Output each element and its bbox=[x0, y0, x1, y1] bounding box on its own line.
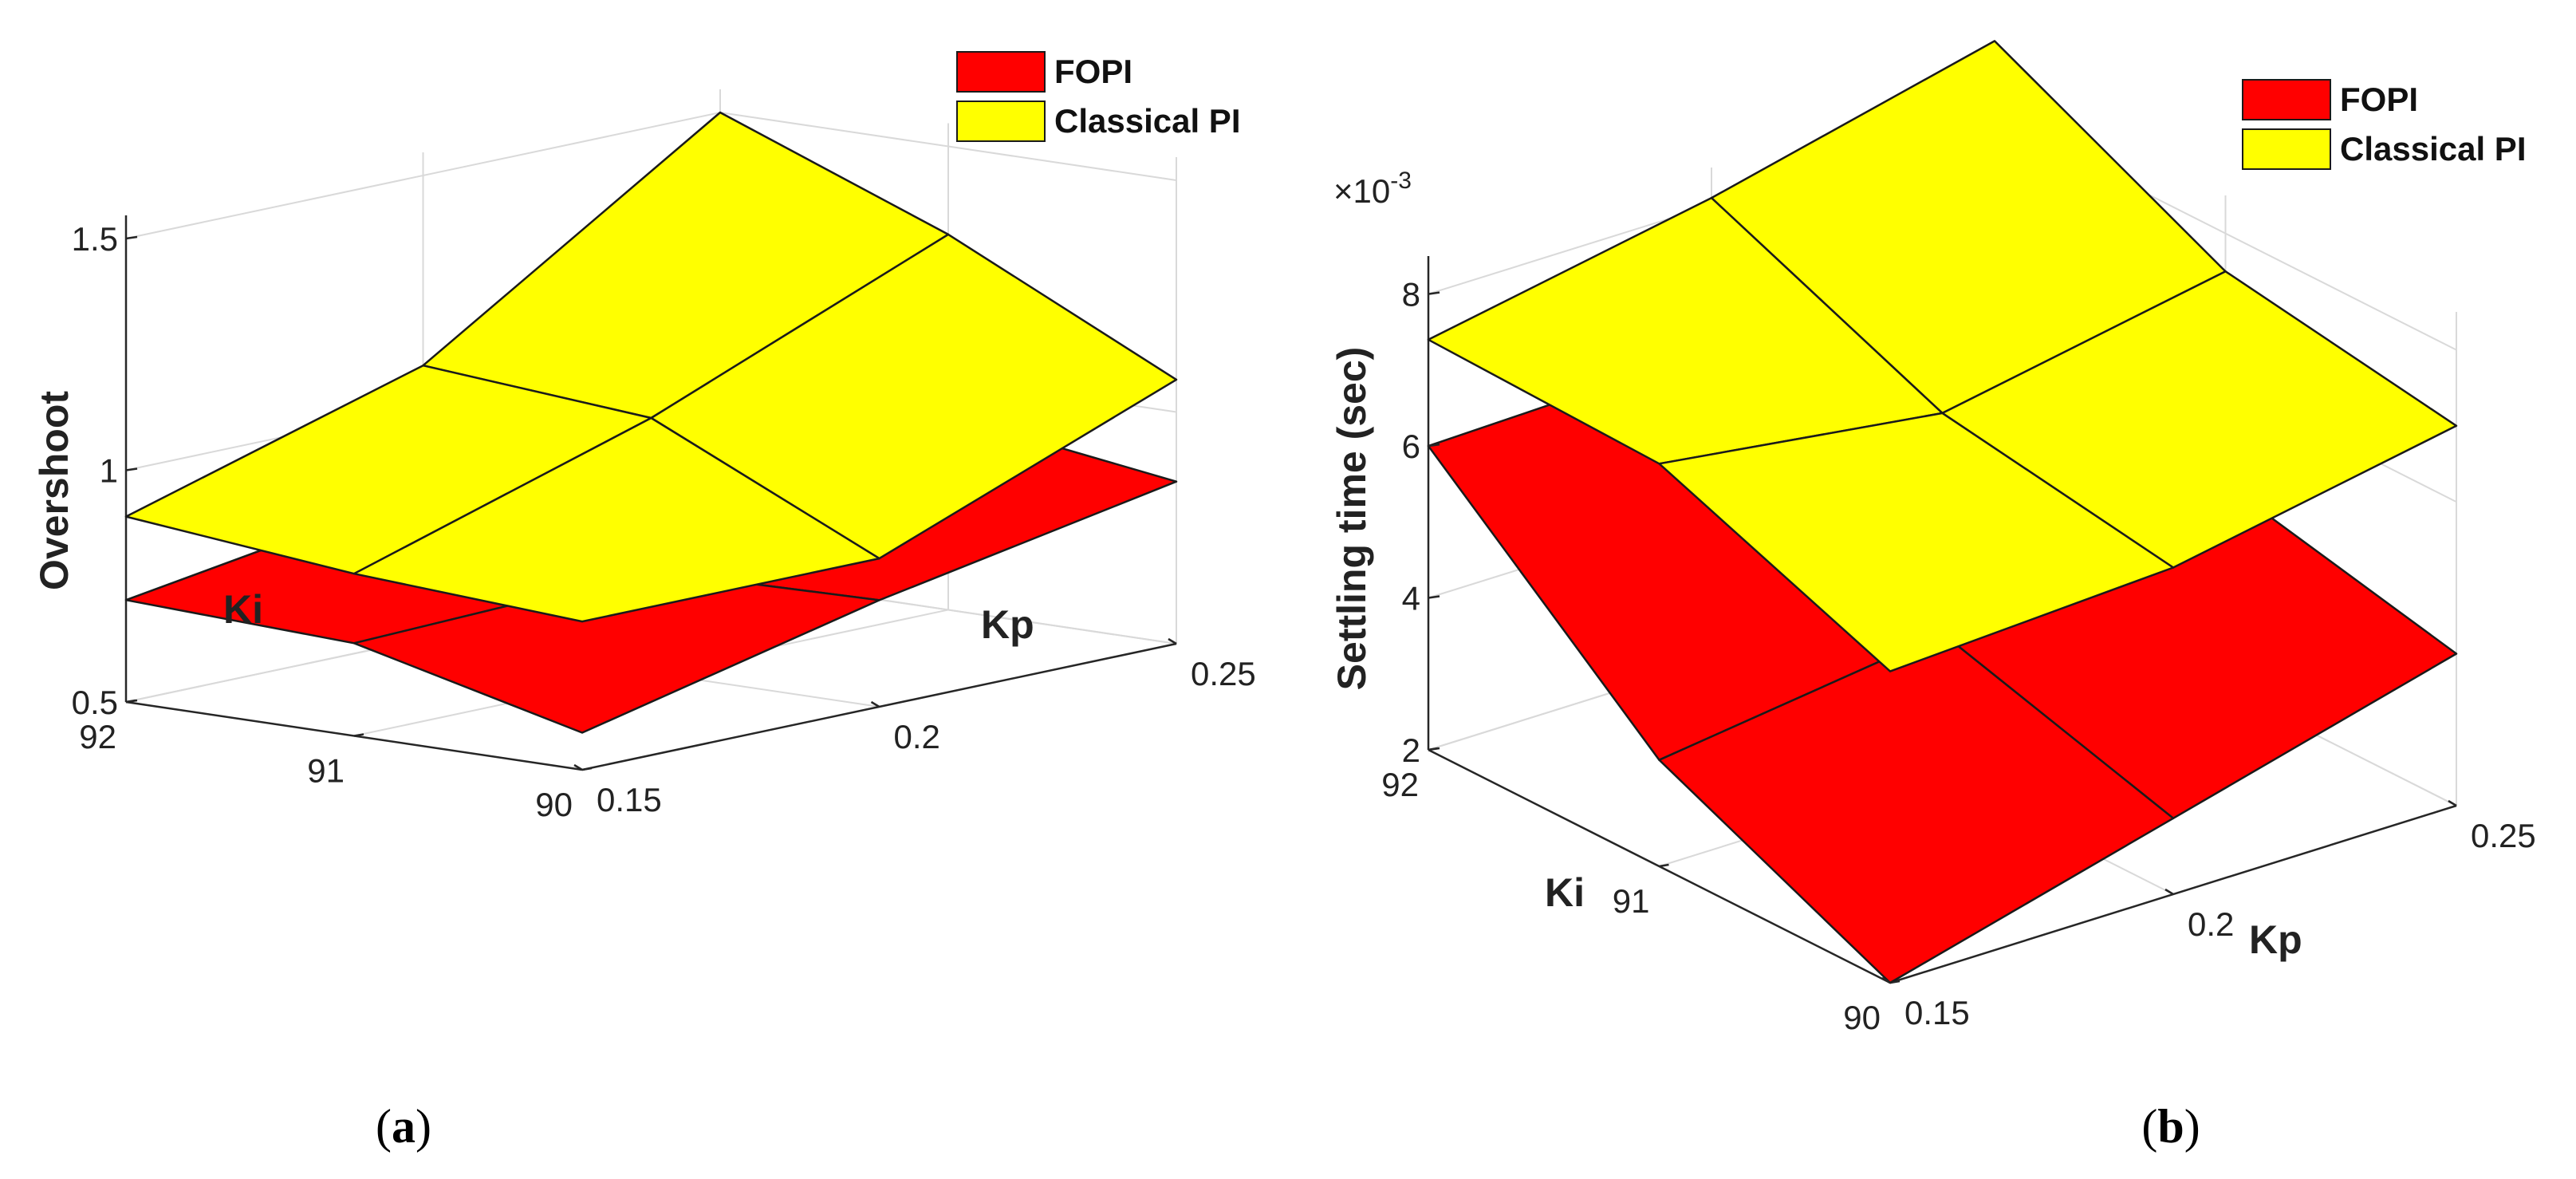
x-tick-mark bbox=[573, 763, 583, 771]
y-tick-mark bbox=[1659, 863, 1669, 868]
z-tick-mark bbox=[125, 235, 138, 240]
x-tick-label: 0.2 bbox=[2188, 905, 2234, 943]
x-tick-label: 0.25 bbox=[1191, 655, 1256, 692]
legend: FOPI Classical PI bbox=[956, 51, 1240, 142]
y-tick-label: 91 bbox=[1613, 882, 1650, 920]
y-tick-label: 92 bbox=[1381, 766, 1419, 803]
legend-swatch bbox=[956, 101, 1046, 142]
y-tick-mark bbox=[1428, 747, 1439, 751]
z-tick-label: 1.5 bbox=[72, 220, 118, 258]
z-tick-mark bbox=[1428, 443, 1440, 448]
x-tick-mark bbox=[870, 700, 880, 708]
legend: FOPI Classical PI bbox=[2242, 79, 2526, 170]
kp-axis-label: Kp bbox=[981, 602, 1034, 647]
panel-b-caption: (b) bbox=[2141, 1100, 2200, 1153]
y-tick-mark bbox=[353, 733, 364, 737]
z-exponent-base: ×10 bbox=[1333, 172, 1390, 210]
legend-entry: FOPI bbox=[2340, 81, 2418, 118]
y-tick-mark bbox=[1889, 980, 1900, 984]
legend-entry: Classical PI bbox=[2340, 130, 2526, 168]
z-tick-label: 0.5 bbox=[72, 684, 118, 721]
legend-entry: FOPI bbox=[1054, 53, 1132, 90]
panel-a-caption: (a) bbox=[376, 1100, 431, 1153]
y-tick-label: 91 bbox=[307, 752, 345, 790]
legend-swatch bbox=[956, 51, 1046, 93]
y-tick-mark bbox=[581, 767, 593, 771]
z-exponent-label: ×10-3 bbox=[1333, 168, 1412, 210]
z-tick-mark bbox=[1428, 595, 1440, 599]
legend-swatch bbox=[2242, 79, 2331, 120]
surfaces bbox=[1427, 40, 2458, 984]
panel-b-caption-letter: b bbox=[2157, 1100, 2184, 1153]
z-axis-label: Settling time (sec) bbox=[1329, 347, 1374, 691]
z-tick-label: 1 bbox=[100, 452, 118, 490]
surface-patch bbox=[353, 416, 880, 623]
x-tick-label: 0.15 bbox=[597, 781, 662, 818]
x-tick-label: 0.15 bbox=[1904, 994, 1970, 1031]
x-tick-mark bbox=[2164, 888, 2174, 896]
z-tick-label: 2 bbox=[1402, 731, 1420, 769]
surface-classical-pi bbox=[1427, 40, 2458, 672]
tick-labels: 2 4 6 8 0.15 0.2 0.25 90 91 92 bbox=[1381, 276, 2535, 1036]
y-tick-label: 90 bbox=[1843, 999, 1881, 1036]
legend-entry: Classical PI bbox=[1054, 102, 1240, 140]
surface-patch bbox=[1658, 412, 2175, 672]
x-tick-label: 0.2 bbox=[894, 718, 940, 755]
ki-axis-label: Ki bbox=[1545, 870, 1585, 915]
x-tick-mark bbox=[1881, 976, 1891, 984]
z-tick-label: 6 bbox=[1402, 428, 1420, 465]
surfaces bbox=[124, 111, 1178, 734]
tick-labels: 0.5 1 1.5 0.15 0.2 0.25 90 91 92 bbox=[72, 220, 1256, 823]
y-tick-mark bbox=[125, 699, 136, 704]
x-tick-label: 0.25 bbox=[2471, 817, 2536, 854]
z-tick-mark bbox=[125, 467, 138, 471]
z-tick-mark bbox=[1428, 291, 1440, 295]
legend-swatch bbox=[2242, 128, 2331, 170]
kp-axis-label: Kp bbox=[2249, 917, 2302, 962]
panel-a-caption-letter: a bbox=[392, 1100, 416, 1153]
z-axis-label: Overshoot bbox=[32, 391, 77, 590]
panel-b-chart: 2 4 6 8 0.15 0.2 0.25 90 91 92 Kp Ki Settling time (… bbox=[1329, 40, 2536, 1036]
y-tick-label: 92 bbox=[79, 718, 116, 755]
x-tick-mark bbox=[1168, 637, 1177, 645]
y-tick-label: 90 bbox=[535, 786, 573, 823]
z-exponent-power: -3 bbox=[1390, 168, 1412, 194]
z-tick-label: 4 bbox=[1402, 580, 1420, 617]
z-tick-label: 8 bbox=[1402, 276, 1420, 313]
ki-axis-label: Ki bbox=[223, 587, 263, 632]
surface-classical-pi bbox=[124, 111, 1178, 623]
panel-a-chart: 0.5 1 1.5 0.15 0.2 0.25 90 91 92 Kp Ki Overshoot FOP… bbox=[32, 51, 1256, 823]
x-tick-mark bbox=[2448, 799, 2457, 807]
